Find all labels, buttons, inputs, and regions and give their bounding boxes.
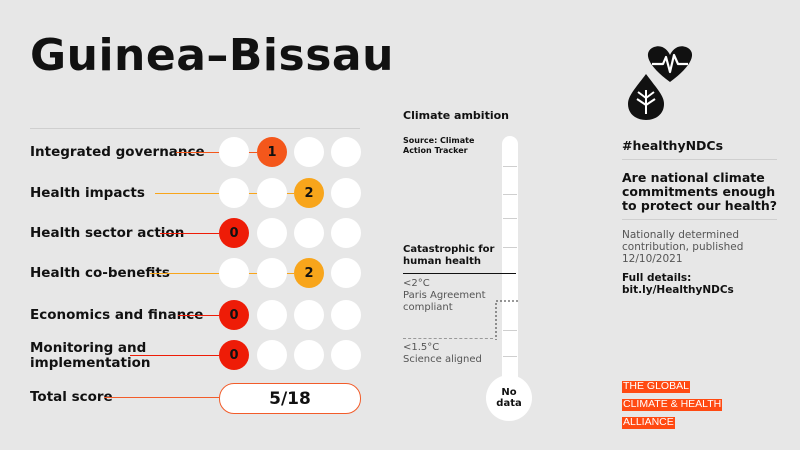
total-score-label: Total score: [30, 389, 113, 405]
country-title: Guinea–Bissau: [30, 30, 394, 81]
empty-score-circle: [331, 300, 361, 330]
science-threshold-line: [403, 338, 493, 340]
health-climate-icon: [628, 46, 693, 120]
empty-score-circle: [257, 258, 287, 288]
row-label: Economics and finance: [30, 307, 204, 323]
divider: [30, 128, 360, 129]
hashtag: #healthyNDCs: [622, 138, 724, 153]
empty-score-circle: [257, 340, 287, 370]
row-label: Health co-benefits: [30, 265, 170, 281]
row-label: Health impacts: [30, 185, 145, 201]
climate-ambition-title: Climate ambition: [403, 109, 509, 122]
logo-text: ALLIANCE: [622, 416, 675, 429]
empty-score-circle: [331, 178, 361, 208]
total-score-value: 5/18: [219, 383, 361, 414]
score-circle: 0: [219, 340, 249, 370]
thermometer-tick: [503, 218, 517, 219]
empty-score-circle: [331, 218, 361, 248]
empty-score-circle: [294, 340, 324, 370]
score-circle: 0: [219, 300, 249, 330]
row-connector-line: [130, 355, 219, 356]
divider: [622, 159, 777, 160]
threshold-dashed-line: [495, 300, 518, 340]
score-circle: 2: [294, 178, 324, 208]
empty-score-circle: [219, 137, 249, 167]
score-circle: 1: [257, 137, 287, 167]
source-note: Source: Climate Action Tracker: [403, 136, 475, 155]
logo-text: THE GLOBAL: [622, 380, 690, 393]
paris-threshold-value: <2°C: [403, 278, 430, 289]
empty-score-circle: [219, 178, 249, 208]
ndc-publication-info: Nationally determined contribution, publ…: [622, 229, 744, 265]
thermometer-bulb: No data: [486, 375, 532, 421]
thermometer-tick: [503, 247, 517, 248]
thermometer-tick: [503, 166, 517, 167]
full-details-link[interactable]: Full details: bit.ly/HealthyNDCs: [622, 272, 734, 296]
catastrophic-threshold-line: [403, 273, 516, 274]
rating-value: No data: [496, 387, 522, 409]
science-threshold-value: <1.5°C: [403, 342, 440, 353]
row-connector-line: [176, 152, 257, 153]
total-connector-line: [104, 397, 219, 398]
score-circle: 2: [294, 258, 324, 288]
thermometer-tick: [503, 194, 517, 195]
empty-score-circle: [294, 137, 324, 167]
row-label: Integrated governance: [30, 144, 205, 160]
catastrophic-label: Catastrophic for human health: [403, 244, 495, 267]
empty-score-circle: [294, 300, 324, 330]
paris-threshold-text: Paris Agreement compliant: [403, 290, 486, 313]
score-circle: 0: [219, 218, 249, 248]
empty-score-circle: [257, 178, 287, 208]
row-connector-line: [160, 233, 219, 234]
empty-score-circle: [219, 258, 249, 288]
gcha-logo: THE GLOBAL CLIMATE & HEALTH ALLIANCE: [622, 376, 723, 430]
headline-question: Are national climate commitments enough …: [622, 170, 778, 213]
row-connector-line: [178, 315, 219, 316]
row-label: Health sector action: [30, 225, 185, 241]
divider: [622, 219, 777, 220]
empty-score-circle: [331, 340, 361, 370]
empty-score-circle: [331, 258, 361, 288]
logo-text: CLIMATE & HEALTH: [622, 398, 723, 411]
empty-score-circle: [257, 218, 287, 248]
science-threshold-text: Science aligned: [403, 354, 482, 365]
empty-score-circle: [331, 137, 361, 167]
thermometer-tube: [502, 136, 518, 400]
thermometer-tick: [503, 356, 517, 357]
row-label: Monitoring and implementation: [30, 340, 151, 371]
empty-score-circle: [257, 300, 287, 330]
empty-score-circle: [294, 218, 324, 248]
thermometer-tick: [503, 330, 517, 331]
